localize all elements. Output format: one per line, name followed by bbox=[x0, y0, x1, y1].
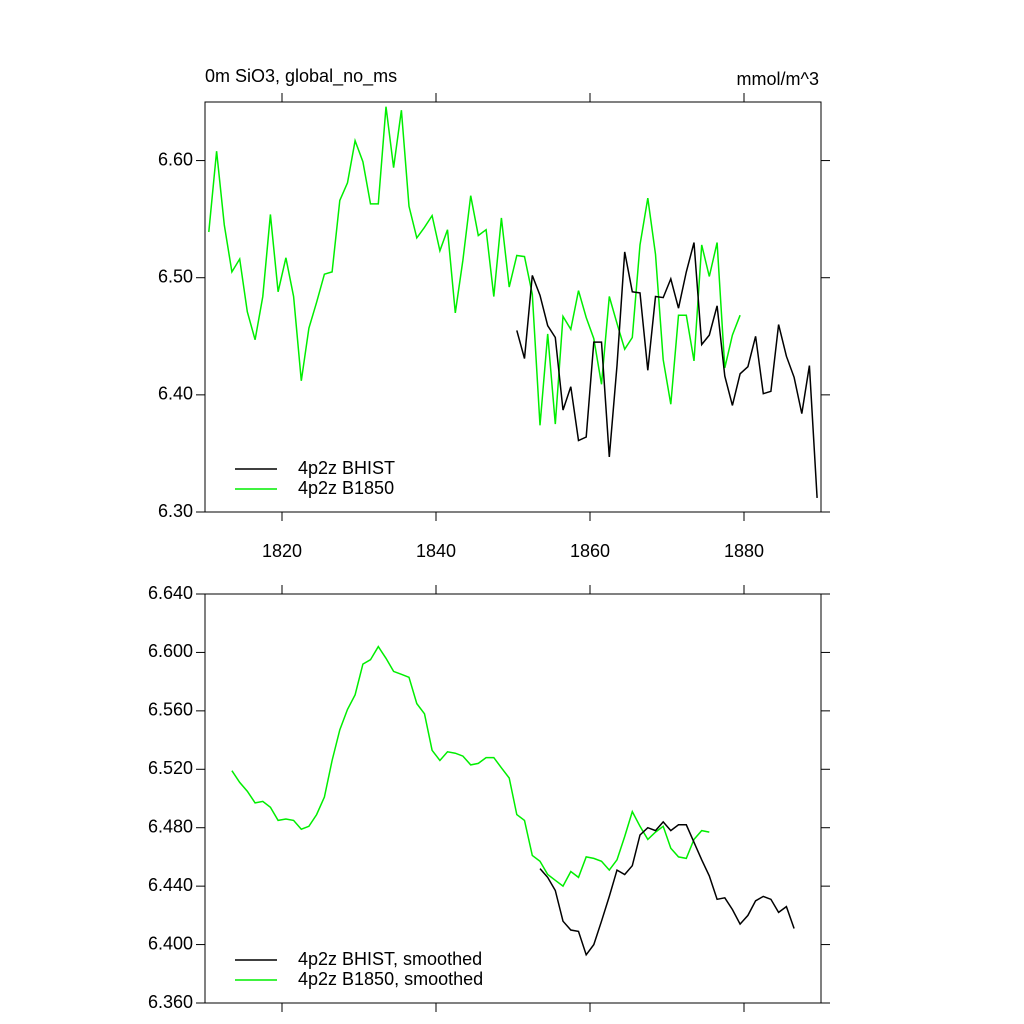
legend-label: 4p2z BHIST bbox=[298, 458, 395, 478]
chart-title: 0m SiO3, global_no_ms bbox=[205, 66, 397, 87]
data-line bbox=[231, 645, 710, 888]
legend-label: 4p2z B1850 bbox=[298, 478, 394, 498]
legend-label: 4p2z B1850, smoothed bbox=[298, 969, 483, 989]
plot-frame bbox=[204, 593, 822, 1004]
data-line bbox=[516, 242, 818, 498]
units-label: mmol/m^3 bbox=[737, 69, 819, 89]
plot-frame bbox=[204, 101, 822, 513]
y-tick-label: 6.360 bbox=[148, 992, 193, 1012]
x-tick-label: 1820 bbox=[262, 541, 302, 561]
y-tick-label: 6.640 bbox=[148, 583, 193, 603]
y-tick-label: 6.440 bbox=[148, 875, 193, 895]
data-line bbox=[208, 106, 741, 426]
y-tick-label: 6.520 bbox=[148, 758, 193, 778]
x-tick-label: 1880 bbox=[724, 541, 764, 561]
y-tick-label: 6.400 bbox=[148, 933, 193, 953]
y-tick-label: 6.480 bbox=[148, 816, 193, 836]
y-tick-label: 6.50 bbox=[158, 266, 193, 286]
y-tick-label: 6.560 bbox=[148, 700, 193, 720]
y-tick-label: 6.40 bbox=[158, 384, 193, 404]
legend-label: 4p2z BHIST, smoothed bbox=[298, 949, 482, 969]
x-tick-label: 1840 bbox=[416, 541, 456, 561]
y-tick-label: 6.60 bbox=[158, 149, 193, 169]
data-line bbox=[539, 820, 795, 957]
y-tick-label: 6.30 bbox=[158, 501, 193, 521]
x-tick-label: 1860 bbox=[570, 541, 610, 561]
y-tick-label: 6.600 bbox=[148, 641, 193, 661]
